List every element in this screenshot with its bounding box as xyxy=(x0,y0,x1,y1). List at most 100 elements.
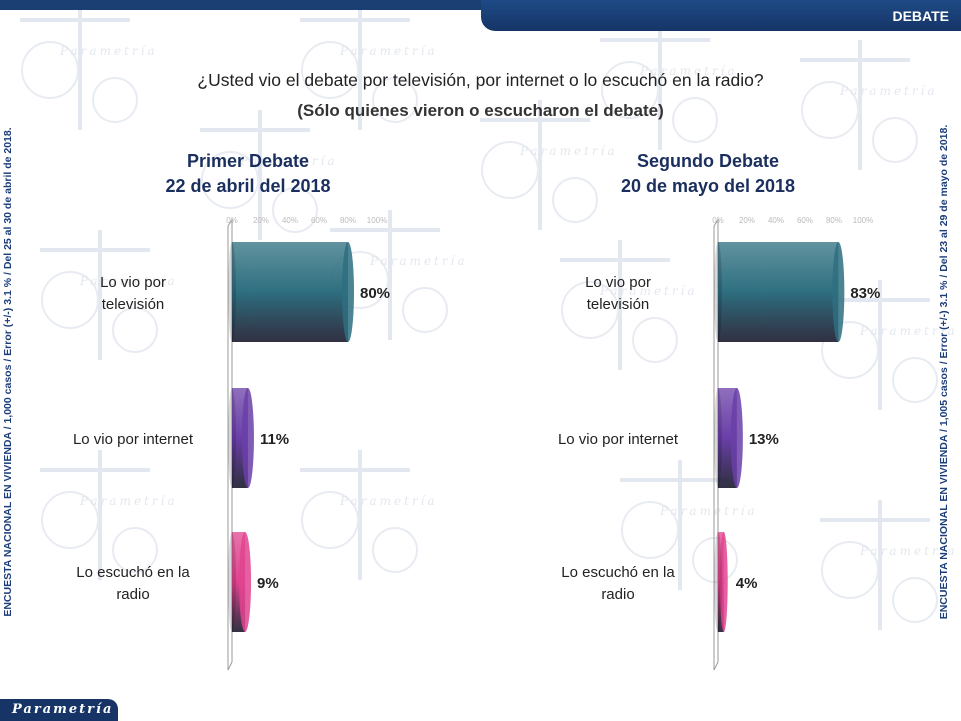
bar-base xyxy=(714,242,722,342)
watermark-text: Parametría xyxy=(839,84,938,98)
watermark-circle xyxy=(552,177,598,223)
tick-label: 0% xyxy=(226,216,238,225)
watermark-text: Parametría xyxy=(369,254,468,268)
bar-1 xyxy=(714,388,743,488)
category-label: Lo vio por internet xyxy=(558,431,679,448)
bar-base xyxy=(228,388,236,488)
watermark-circle xyxy=(872,117,918,163)
watermark-circle xyxy=(692,537,738,583)
bar-cap xyxy=(719,532,728,632)
watermark-text: Parametría xyxy=(239,154,338,168)
category-label: Lo vio por xyxy=(100,274,166,291)
value-label: 4% xyxy=(736,575,758,592)
watermark-circle xyxy=(821,541,879,599)
bar-base xyxy=(714,532,722,632)
tick-label: 100% xyxy=(367,216,387,225)
value-label: 11% xyxy=(260,431,289,448)
watermark-text: Parametría xyxy=(79,494,178,508)
watermark-circle xyxy=(892,577,938,623)
category-label: televisión xyxy=(102,296,165,313)
bar-1 xyxy=(228,388,254,488)
survey-question-note: (Sólo quienes vieron o escucharon el deb… xyxy=(297,101,664,120)
section-tag: DEBATE xyxy=(481,0,961,31)
watermark-circle xyxy=(372,77,418,123)
watermark-text: Parametría xyxy=(519,144,618,158)
bar-cap xyxy=(730,388,743,488)
watermark-circle xyxy=(41,491,99,549)
chart-1-title-block: Primer Debate 22 de abril del 2018 xyxy=(98,149,398,199)
watermark-circle xyxy=(372,527,418,573)
tick-label: 20% xyxy=(253,216,269,225)
bar-2 xyxy=(714,532,728,632)
value-label: 13% xyxy=(749,431,779,448)
watermark-circle xyxy=(41,271,99,329)
category-label: Lo vio por xyxy=(585,274,651,291)
bar-0 xyxy=(714,242,845,342)
tick-label: 40% xyxy=(768,216,784,225)
watermark-text: Parametría xyxy=(59,44,158,58)
bar xyxy=(232,242,348,342)
watermark-text: Parametría xyxy=(339,44,438,58)
chart-1-title: Primer Debate xyxy=(186,151,310,171)
survey-question: ¿Usted vio el debate por televisión, por… xyxy=(197,70,764,90)
tick-label: 60% xyxy=(311,216,327,225)
category-label: Lo escuchó en la xyxy=(76,564,190,581)
chart-2-title: Segundo Debate xyxy=(636,151,779,171)
watermark-circle xyxy=(21,41,79,99)
watermark-circle xyxy=(92,77,138,123)
top-bar xyxy=(0,0,961,10)
parametria-logo: Parametría xyxy=(0,699,118,721)
watermark-text: Parametría xyxy=(659,504,758,518)
watermark-circle xyxy=(632,317,678,363)
watermark-text: Parametría xyxy=(79,274,178,288)
watermark-text: Parametría xyxy=(639,64,738,78)
watermark-text: Parametría xyxy=(859,324,958,338)
watermark-text: Parametría xyxy=(339,494,438,508)
watermark-text: Parametría xyxy=(599,284,698,298)
bar-cap xyxy=(342,242,354,342)
watermark-circle xyxy=(672,97,718,143)
watermark-circle xyxy=(201,151,259,209)
chart-2-subtitle: 20 de mayo del 2018 xyxy=(620,176,796,196)
chart-1-subtitle: 22 de abril del 2018 xyxy=(165,176,331,196)
bar-cap xyxy=(832,242,845,342)
watermark-circle xyxy=(892,357,938,403)
watermark-pattern: Parametría Parametría Parametría Parametría… xyxy=(20,0,958,630)
watermark-circle xyxy=(402,287,448,333)
tick-label: 80% xyxy=(340,216,356,225)
section-tag-label: DEBATE xyxy=(892,8,949,24)
bar xyxy=(718,242,839,342)
bar-base xyxy=(228,242,236,342)
parametria-logo-text: Parametría xyxy=(12,702,114,717)
survey-methodology-right: ENCUESTA NACIONAL EN VIVIENDA / 1,005 ca… xyxy=(938,124,950,620)
watermark-circle xyxy=(112,527,158,573)
bar-0 xyxy=(228,242,354,342)
watermark-circle xyxy=(112,307,158,353)
watermark-circle xyxy=(481,141,539,199)
bar-cap xyxy=(239,532,252,632)
category-label: Lo escuchó en la xyxy=(561,564,675,581)
tick-label: 0% xyxy=(712,216,724,225)
category-label: Lo vio por internet xyxy=(73,431,194,448)
value-label: 9% xyxy=(257,575,279,592)
bar-base xyxy=(714,388,722,488)
watermark-circle xyxy=(621,501,679,559)
tick-label: 40% xyxy=(282,216,298,225)
value-label: 83% xyxy=(850,285,880,302)
category-label: televisión xyxy=(587,296,650,313)
watermark-circle xyxy=(801,81,859,139)
tick-label: 100% xyxy=(853,216,873,225)
value-label: 80% xyxy=(360,285,390,302)
watermark-text: Parametría xyxy=(859,544,958,558)
category-label: radio xyxy=(601,586,634,603)
tick-label: 20% xyxy=(739,216,755,225)
bar-cap xyxy=(241,388,254,488)
survey-methodology-left: ENCUESTA NACIONAL EN VIVIENDA / 1,000 ca… xyxy=(2,127,14,617)
watermark-circle xyxy=(601,61,659,119)
watermark-circle xyxy=(821,321,879,379)
watermark-circle xyxy=(301,491,359,549)
watermark-circle xyxy=(301,41,359,99)
